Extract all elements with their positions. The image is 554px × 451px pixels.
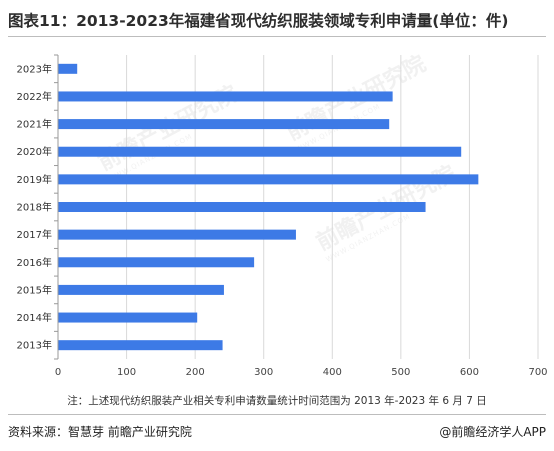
y-tick-label-2021年: 2021年: [17, 118, 52, 131]
bar-2020年: [58, 146, 462, 157]
bar-2015年: [58, 284, 224, 295]
y-tick-label-2014年: 2014年: [17, 311, 52, 324]
x-tick-label-500: 500: [391, 367, 410, 378]
bar-2023年: [58, 63, 78, 74]
x-tick-label-600: 600: [460, 367, 479, 378]
chart-note: 注：上述现代纺织服装产业相关专利申请数量统计时间范围为 2013 年-2023 …: [67, 395, 487, 407]
brand-text: @前瞻经济学人APP: [439, 425, 546, 439]
bar-2022年: [58, 91, 393, 102]
bar-chart: 0 100 200 300 400 500 600 700 2023年 2022年 2021年 202…: [17, 54, 548, 378]
title-divider: [8, 36, 546, 37]
y-tick-label-2017年: 2017年: [17, 228, 52, 241]
bar-2016年: [58, 257, 255, 268]
x-tick-label-400: 400: [323, 367, 342, 378]
bar-2019年: [58, 174, 479, 185]
source-text: 资料来源：智慧芽 前瞻产业研究院: [8, 425, 192, 439]
y-tick-label-2022年: 2022年: [17, 90, 52, 103]
x-tick-label-200: 200: [186, 367, 205, 378]
y-tick-label-2019年: 2019年: [17, 173, 52, 186]
y-tick-label-2013年: 2013年: [17, 339, 52, 352]
y-tick-label-2023年: 2023年: [17, 62, 52, 75]
x-tick-label-300: 300: [254, 367, 273, 378]
x-tick-label-100: 100: [117, 367, 136, 378]
chart-title: 图表11：2013-2023年福建省现代纺织服装领域专利申请量(单位：件): [8, 12, 509, 30]
x-tick-label-700: 700: [528, 367, 547, 378]
bar-2014年: [58, 312, 198, 323]
y-tick-label-2015年: 2015年: [17, 283, 52, 296]
x-tick-label-0: 0: [55, 367, 61, 378]
y-tick-label-2016年: 2016年: [17, 256, 52, 269]
y-tick-label-2018年: 2018年: [17, 201, 52, 214]
bar-2018年: [58, 202, 426, 212]
footer-divider: [8, 414, 546, 415]
bar-2021年: [58, 119, 390, 130]
bar-2017年: [58, 229, 296, 240]
y-tick-label-2020年: 2020年: [17, 145, 52, 158]
bar-2013年: [58, 340, 223, 351]
